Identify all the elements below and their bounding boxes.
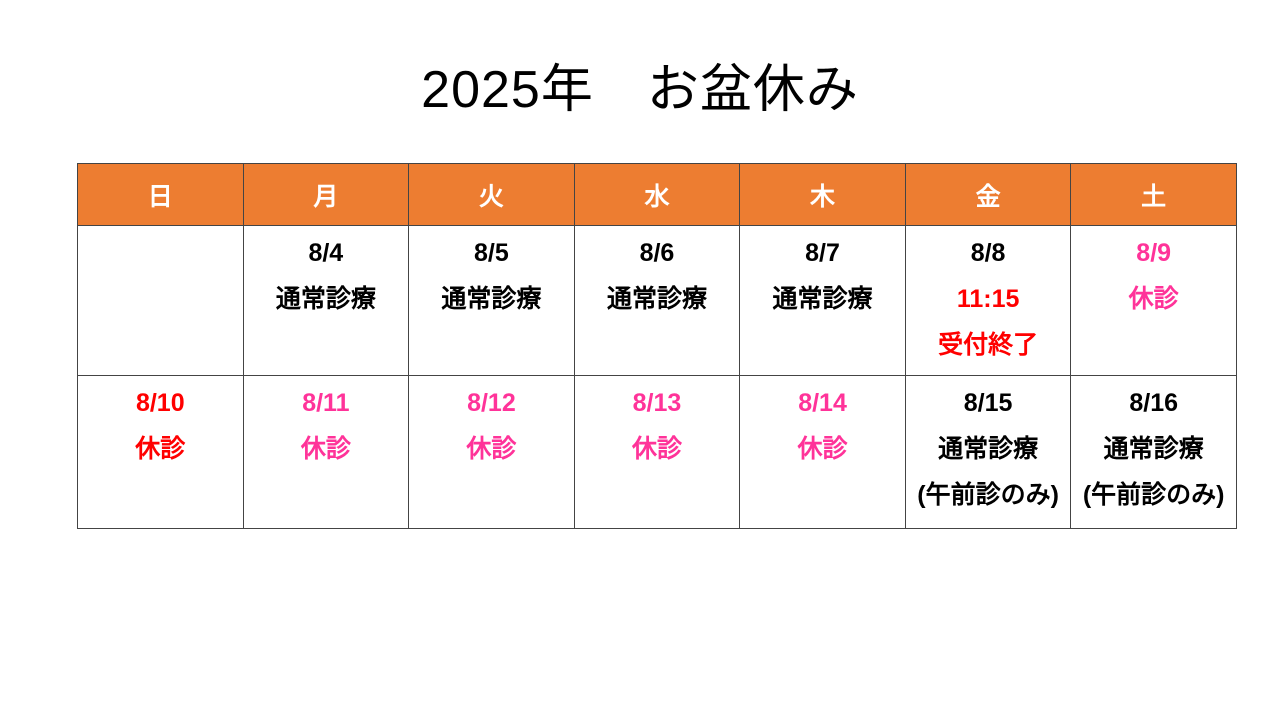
cell-8-12: 8/12 休診 xyxy=(408,375,575,529)
cell-8-16: 8/16 通常診療 (午前診のみ) xyxy=(1070,375,1237,529)
date-label: 8/16 xyxy=(1129,389,1179,417)
reception-close-time-label: 11:15 xyxy=(956,285,1020,313)
status-label: 通常診療 xyxy=(275,285,376,313)
date-label: 8/6 xyxy=(639,239,675,267)
cell-8-15: 8/15 通常診療 (午前診のみ) xyxy=(904,375,1072,529)
date-label: 8/12 xyxy=(467,389,516,417)
cell-8-13: 8/13 休診 xyxy=(573,375,741,529)
weekday-header-mon: 月 xyxy=(242,163,410,226)
cell-8-8: 8/8 11:15 受付終了 xyxy=(904,225,1072,376)
weekday-header-thu: 木 xyxy=(739,163,906,226)
cell-8-11: 8/11 休診 xyxy=(242,375,410,529)
weekday-header-fri: 金 xyxy=(904,163,1072,226)
cell-8-4: 8/4 通常診療 xyxy=(242,225,410,376)
date-label: 8/10 xyxy=(135,389,185,417)
weekday-header-sun: 日 xyxy=(77,163,244,226)
week-row-1: 8/4 通常診療 8/5 通常診療 8/6 通常診療 8/7 通常診療 8/8 xyxy=(77,225,1237,376)
cell-8-10: 8/10 休診 xyxy=(77,375,244,529)
status-label: 通常診療 xyxy=(938,435,1039,463)
obon-schedule-table: 日 月 火 水 木 金 土 8/4 通常診療 8/5 通常診療 xyxy=(77,163,1237,529)
cell-8-5: 8/5 通常診療 xyxy=(408,225,575,376)
week-row-2: 8/10 休診 8/11 休診 8/12 休診 8/13 休診 8/14 休 xyxy=(77,375,1237,529)
status-label: 休診 xyxy=(797,435,848,463)
page-title: 2025年 お盆休み xyxy=(421,61,859,119)
status-label: 通常診療 xyxy=(441,285,542,313)
status-label: 休診 xyxy=(300,435,351,463)
date-label: 8/14 xyxy=(798,389,847,417)
weekday-header-tue: 火 xyxy=(408,163,575,226)
date-label: 8/15 xyxy=(963,389,1013,417)
morning-only-note: (午前診のみ) xyxy=(1082,481,1225,509)
status-label: 受付終了 xyxy=(938,331,1039,359)
cell-sun-empty xyxy=(77,225,244,376)
date-label: 8/11 xyxy=(302,389,350,417)
cell-8-7: 8/7 通常診療 xyxy=(739,225,906,376)
weekday-header-sat: 土 xyxy=(1070,163,1237,226)
morning-only-note: (午前診のみ) xyxy=(917,481,1059,509)
status-label: 休診 xyxy=(135,435,186,463)
weekday-header-row: 日 月 火 水 木 金 土 xyxy=(77,163,1237,226)
status-label: 休診 xyxy=(1128,285,1179,313)
date-label: 8/8 xyxy=(970,239,1006,267)
status-label: 休診 xyxy=(466,435,517,463)
status-label: 通常診療 xyxy=(1103,435,1204,463)
date-label: 8/9 xyxy=(1136,239,1172,267)
status-label: 通常診療 xyxy=(606,285,707,313)
date-label: 8/5 xyxy=(474,239,509,267)
date-label: 8/4 xyxy=(308,239,344,267)
cell-8-9: 8/9 休診 xyxy=(1070,225,1237,376)
status-label: 通常診療 xyxy=(772,285,873,313)
cell-8-14: 8/14 休診 xyxy=(739,375,906,529)
status-label: 休診 xyxy=(631,435,682,463)
date-label: 8/7 xyxy=(805,239,840,267)
date-label: 8/13 xyxy=(632,389,682,417)
cell-8-6: 8/6 通常診療 xyxy=(573,225,741,376)
weekday-header-wed: 水 xyxy=(573,163,741,226)
